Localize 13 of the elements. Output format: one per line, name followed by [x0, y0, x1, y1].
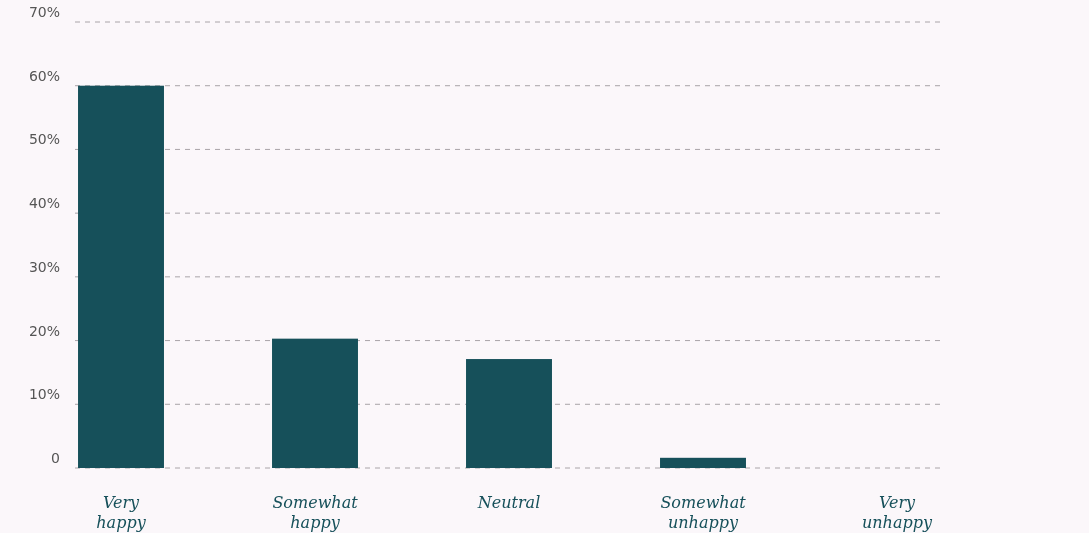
x-tick-label: Very happy	[96, 493, 147, 532]
y-tick-label: 70%	[28, 4, 60, 20]
y-tick-label: 20%	[28, 322, 60, 339]
y-tick-label: 0	[51, 450, 60, 466]
y-tick-label: 40%	[28, 195, 60, 212]
y-tick-label: 30%	[28, 258, 60, 275]
x-tick-label: Somewhat unhappy	[660, 493, 747, 532]
x-tick-label: Very unhappy	[862, 493, 933, 532]
y-tick-label: 60%	[28, 67, 60, 84]
x-tick-label: Neutral	[476, 493, 541, 512]
y-tick-label: 50%	[28, 131, 60, 148]
x-tick-label: Somewhat happy	[272, 493, 359, 532]
y-tick-label: 10%	[28, 386, 60, 403]
